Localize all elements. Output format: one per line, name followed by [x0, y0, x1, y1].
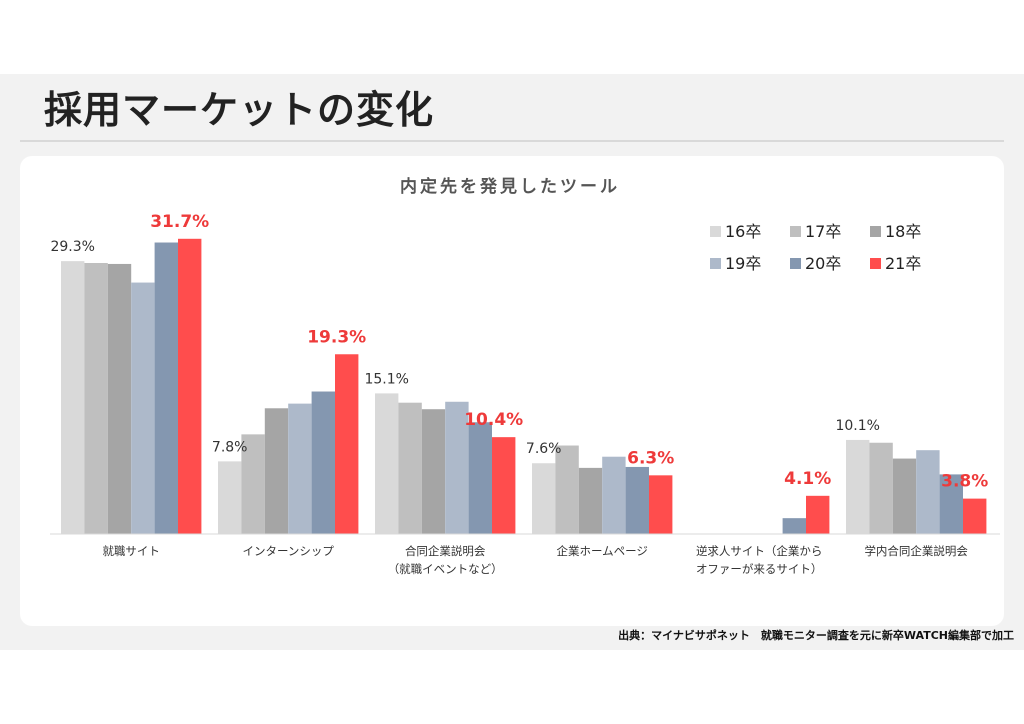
- data-label: 6.3%: [627, 448, 674, 468]
- legend-swatch: [710, 226, 721, 237]
- bar-19卒-2: [445, 401, 469, 534]
- data-label: 7.6%: [526, 441, 562, 457]
- bar-21卒-2: [492, 437, 516, 534]
- data-label: 10.4%: [464, 410, 523, 430]
- legend-swatch: [790, 258, 801, 269]
- data-label: 7.8%: [212, 439, 248, 455]
- title-divider: [20, 140, 1004, 142]
- bar-18卒-1: [264, 408, 289, 534]
- source-note: 出典：マイナビサポネット 就職モニター調査を元に新卒WATCH編集部で加工: [618, 629, 1014, 642]
- category-label: 企業ホームページ: [556, 544, 647, 558]
- bar-16卒-3: [532, 463, 556, 534]
- legend-swatch: [870, 258, 881, 269]
- category-label: インターンシップ: [242, 544, 334, 558]
- data-label: 29.3%: [50, 239, 94, 255]
- bar-chart: 内定先を発見したツール 29.3% 31.7% 7.8% 19.3% 15.1% 10.4…: [50, 176, 1000, 576]
- bar-20卒-0: [154, 242, 178, 535]
- bar-20卒-5: [939, 474, 963, 534]
- bar-19卒-3: [602, 456, 626, 534]
- bar-17卒-0: [84, 263, 108, 534]
- bar-18卒-0: [107, 263, 132, 534]
- bar-17卒-5: [869, 442, 893, 534]
- legend-swatch: [710, 258, 721, 269]
- legend-swatch: [870, 226, 881, 237]
- bar-17卒-3: [555, 445, 579, 534]
- bar-18卒-3: [578, 467, 603, 534]
- category-labels-group: 就職サイト インターンシップ 合同企業説明会（就職イベントなど） 企業ホームページ 逆求…: [102, 544, 968, 576]
- data-label: 15.1%: [364, 371, 408, 387]
- bar-16卒-5: [846, 439, 870, 534]
- bar-19卒-0: [131, 282, 155, 534]
- bar-17卒-1: [241, 434, 265, 534]
- bar-21卒-4: [806, 495, 830, 534]
- legend-label: 17卒: [805, 222, 841, 241]
- legend-label: 18卒: [885, 222, 921, 241]
- bar-21卒-3: [649, 475, 673, 534]
- data-label: 31.7%: [150, 212, 209, 232]
- slide-panel: 採用マーケットの変化 内定先を発見したツール 29.3% 31.7% 7.8% 19.…: [0, 74, 1024, 650]
- category-label: 就職サイト: [102, 544, 160, 558]
- bar-20卒-1: [311, 391, 335, 534]
- chart-title: 内定先を発見したツール: [400, 176, 620, 197]
- category-label: 学内合同企業説明会: [864, 544, 968, 558]
- bar-16卒-0: [61, 261, 85, 534]
- bar-17卒-2: [398, 402, 422, 534]
- data-label: 4.1%: [784, 469, 831, 489]
- legend-swatch: [790, 226, 801, 237]
- legend-label: 20卒: [805, 254, 841, 273]
- legend-label: 16卒: [725, 222, 761, 241]
- bar-21卒-1: [335, 354, 359, 534]
- bar-20卒-3: [625, 466, 649, 534]
- category-label: 逆求人サイト（企業からオファーが来るサイト）: [696, 544, 823, 576]
- data-label: 3.8%: [941, 472, 988, 492]
- legend-label: 19卒: [725, 254, 761, 273]
- legend-label: 21卒: [885, 254, 921, 273]
- bar-20卒-2: [468, 422, 492, 534]
- chart-card: 内定先を発見したツール 29.3% 31.7% 7.8% 19.3% 15.1% 10.4…: [20, 156, 1004, 626]
- data-label: 10.1%: [835, 418, 879, 434]
- bar-16卒-2: [375, 393, 399, 534]
- bar-18卒-5: [892, 458, 917, 534]
- data-label: 19.3%: [307, 327, 366, 347]
- bar-19卒-5: [916, 450, 940, 534]
- bar-21卒-0: [178, 238, 202, 534]
- bar-21卒-5: [963, 498, 987, 534]
- legend: 16卒 17卒 18卒 19卒 20卒 21卒: [710, 222, 921, 273]
- slide-title: 採用マーケットの変化: [44, 88, 435, 132]
- bar-20卒-4: [782, 518, 806, 534]
- data-labels-group: 29.3% 31.7% 7.8% 19.3% 15.1% 10.4%7.6% 6.3% 4.1…: [50, 212, 988, 492]
- category-label: 合同企業説明会（就職イベントなど）: [388, 544, 503, 576]
- bar-19卒-1: [288, 403, 312, 534]
- bar-16卒-1: [218, 461, 242, 534]
- bars-group: [61, 238, 987, 535]
- bar-18卒-2: [421, 409, 446, 534]
